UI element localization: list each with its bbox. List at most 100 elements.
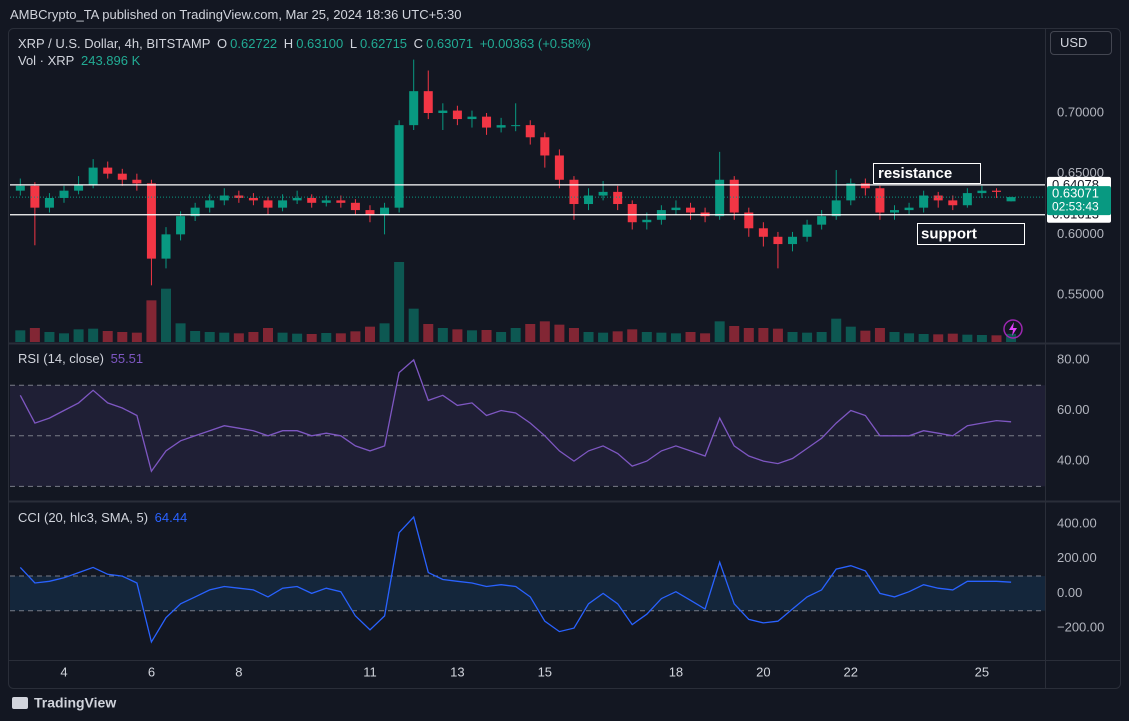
volume-bar [802, 332, 813, 342]
currency-button[interactable]: USD [1050, 31, 1112, 55]
candle-body [613, 191, 623, 205]
last-price-badge [1047, 186, 1111, 216]
volume-bar [933, 334, 944, 342]
y-tick-label: 0.60000 [1057, 226, 1104, 241]
candle-body [74, 184, 84, 191]
volume-bar [394, 262, 405, 342]
volume-bar [598, 332, 609, 342]
candle-body [729, 179, 739, 213]
volume-bar [15, 330, 26, 342]
candle-body [409, 91, 419, 126]
ohlc-value: 0.62715 [360, 36, 408, 51]
volume-bar [627, 329, 638, 342]
y-tick-label: 200.00 [1057, 550, 1097, 565]
candle-body [103, 167, 113, 174]
volume-bar [248, 332, 259, 342]
rsi-title: RSI (14, close) [18, 351, 104, 366]
x-tick-label: 20 [756, 664, 770, 679]
candle-body [890, 210, 899, 213]
x-tick-label: 15 [538, 664, 552, 679]
x-tick-label: 25 [975, 664, 989, 679]
candle-body [773, 236, 783, 245]
indicator-line [19, 358, 1012, 473]
candle-body [875, 188, 885, 213]
volume-bar [292, 333, 303, 342]
brand-name: TradingView [34, 695, 116, 711]
candle-body [919, 195, 929, 208]
candle-body [350, 202, 360, 211]
rsi-value: 55.51 [110, 351, 144, 366]
candle-body [642, 219, 652, 223]
candle-body [744, 212, 754, 229]
candle-body [511, 125, 521, 127]
volume-bar [496, 332, 507, 342]
candle-body [788, 236, 798, 245]
volume-bar [904, 333, 915, 342]
candle-body [336, 200, 346, 203]
candle-body [991, 190, 1001, 192]
candle-body [1006, 197, 1016, 202]
volume-bar [568, 328, 579, 342]
x-tick-label: 6 [148, 664, 155, 679]
candle-body [380, 207, 390, 215]
alert-icon[interactable] [1003, 319, 1023, 339]
candle-body [146, 183, 156, 259]
y-tick-label: 0.00 [1057, 585, 1082, 600]
candle-body [394, 125, 404, 208]
y-tick-label: 0.65000 [1057, 165, 1104, 180]
candle-body [860, 183, 870, 189]
candle-body [44, 197, 54, 208]
volume-bar [860, 330, 871, 342]
volume-bar [729, 326, 740, 342]
candle-body [554, 155, 564, 180]
candle-body [758, 228, 768, 237]
price-change: +0.00363 (+0.58%) [479, 36, 591, 51]
candle-body [584, 195, 594, 205]
candle-body [831, 200, 841, 217]
candle-body [627, 204, 637, 223]
cci-value: 64.44 [154, 510, 188, 525]
volume-bar [976, 335, 987, 342]
annotation-box [917, 223, 1025, 245]
candle-body [715, 179, 725, 217]
ohlc-value: 0.62722 [230, 36, 278, 51]
candle-body [292, 197, 302, 201]
volume-bar [321, 333, 332, 342]
candle-body [321, 200, 331, 203]
y-tick-label: 40.00 [1057, 452, 1090, 467]
candle-body [278, 200, 288, 208]
candle-body [88, 167, 98, 185]
volume-bar [816, 332, 827, 342]
volume-bar [204, 332, 215, 342]
volume-bar [379, 323, 390, 342]
volume-bar [743, 328, 754, 342]
volume-bar [641, 332, 652, 342]
volume-bar [117, 332, 128, 342]
candle-body [802, 224, 812, 237]
volume-bar [219, 332, 230, 342]
candle-body [904, 207, 914, 211]
candle-body [948, 200, 958, 206]
alert-icon-bolt [1009, 322, 1017, 336]
volume-bar [947, 333, 958, 342]
annotation-text: resistance [878, 165, 952, 182]
last-price-label: 0.63071 [1052, 186, 1099, 201]
volume-bar [685, 332, 696, 342]
candle-body [307, 197, 317, 203]
candle-body [190, 207, 200, 217]
candle-body [248, 197, 258, 201]
candle-body [467, 116, 477, 120]
volume-bar [29, 328, 40, 342]
y-tick-label: 400.00 [1057, 515, 1097, 530]
x-tick-label: 8 [235, 664, 242, 679]
volume-bar [874, 328, 885, 342]
volume-bar [335, 333, 346, 342]
volume-bar [233, 333, 244, 342]
volume-bar [612, 331, 623, 342]
candle-body [933, 195, 943, 201]
countdown-label: 02:53:43 [1052, 199, 1099, 213]
y-tick-label: 60.00 [1057, 402, 1090, 417]
volume-value: 243.896 K [80, 53, 141, 68]
candle-body [263, 200, 273, 208]
